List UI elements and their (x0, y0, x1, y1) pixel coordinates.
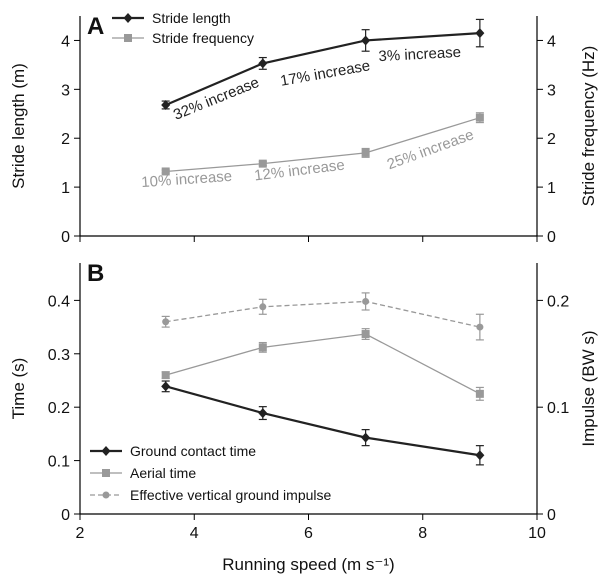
x-tick-label: 4 (190, 525, 199, 542)
x-tick-label: 6 (304, 525, 313, 542)
data-point (258, 159, 267, 168)
legend-marker (102, 469, 110, 477)
y-tick-label-left: 3 (61, 82, 70, 99)
series-line (165, 32, 480, 106)
y-tick-label-left: 0.1 (48, 454, 70, 471)
y-axis-title-left: Stride length (m) (9, 63, 28, 189)
y-tick-label-left: 0 (61, 507, 70, 524)
y-tick-label-right: 4 (547, 33, 556, 50)
y-tick-label-right: 2 (547, 131, 556, 148)
series-line (165, 117, 481, 173)
y-axis-title-right: Impulse (BW s) (579, 330, 598, 446)
y-tick-label-left: 2 (61, 131, 70, 148)
annotation: 32% increase (171, 74, 262, 124)
y-axis-title-left: Time (s) (9, 358, 28, 420)
data-point (475, 113, 484, 122)
data-point (475, 28, 485, 39)
panel-label: B (87, 260, 104, 287)
legend: Ground contact time Aerial time Effective … (90, 443, 331, 503)
legend-marker (102, 491, 110, 499)
x-tick-label: 8 (418, 525, 427, 542)
data-point (361, 432, 371, 443)
legend-marker (124, 34, 132, 42)
data-point (161, 167, 170, 176)
data-point (361, 35, 371, 46)
data-point (258, 58, 268, 69)
y-tick-label-left: 0 (61, 229, 70, 246)
legend-label: Aerial time (130, 465, 196, 481)
legend-label: Stride frequency (152, 30, 254, 46)
data-point (161, 99, 171, 110)
x-tick-label: 10 (528, 525, 546, 542)
y-tick-label-right: 0.1 (547, 400, 569, 417)
legend-label: Ground contact time (130, 443, 256, 459)
data-point (361, 330, 370, 339)
legend-marker (123, 13, 133, 23)
y-tick-label-left: 1 (61, 180, 70, 197)
data-point (161, 371, 170, 380)
legend-label: Stride length (152, 10, 231, 26)
y-tick-label-left: 4 (61, 33, 70, 50)
y-tick-label-right: 0 (547, 507, 556, 524)
annotation: 3% increase (378, 44, 461, 65)
data-point (161, 381, 171, 392)
y-axis-title-right: Stride frequency (Hz) (579, 46, 598, 207)
data-point (162, 318, 170, 326)
series-line (165, 300, 481, 328)
data-point (259, 303, 267, 311)
annotation: 10% increase (141, 168, 233, 191)
data-point (362, 297, 370, 305)
x-axis-title: Running speed (m s⁻¹) (222, 555, 394, 574)
y-tick-label-left: 0.3 (48, 347, 70, 364)
series-line (165, 385, 481, 457)
data-point (476, 323, 484, 331)
panel-b: B 0 0.1 0.2 0.3 0.4 0 0.1 0.2 2 4 6 8 10 Time (s) Impul… (9, 260, 598, 574)
legend: Stride length Stride frequency (112, 10, 254, 46)
x-tick-label: 2 (76, 525, 85, 542)
panel-label: A (87, 13, 104, 40)
data-point (258, 343, 267, 352)
y-tick-label-right: 3 (547, 82, 556, 99)
data-point (361, 148, 370, 157)
y-tick-label-left: 0.2 (48, 400, 70, 417)
annotation: 12% increase (253, 157, 345, 185)
panel-a: A 0 1 2 3 4 0 1 2 3 4 Stride length (m) Stride frequ… (9, 10, 598, 246)
y-tick-label-left: 0.4 (48, 293, 70, 310)
annotation: 17% increase (279, 57, 371, 90)
series-line (165, 333, 481, 395)
legend-marker (101, 446, 111, 456)
legend-label: Effective vertical ground impulse (130, 487, 331, 503)
data-point (475, 389, 484, 398)
y-tick-label-right: 0.2 (547, 293, 569, 310)
data-point (258, 408, 268, 419)
data-point (475, 450, 485, 461)
y-tick-label-right: 0 (547, 229, 556, 246)
y-tick-label-right: 1 (547, 180, 556, 197)
